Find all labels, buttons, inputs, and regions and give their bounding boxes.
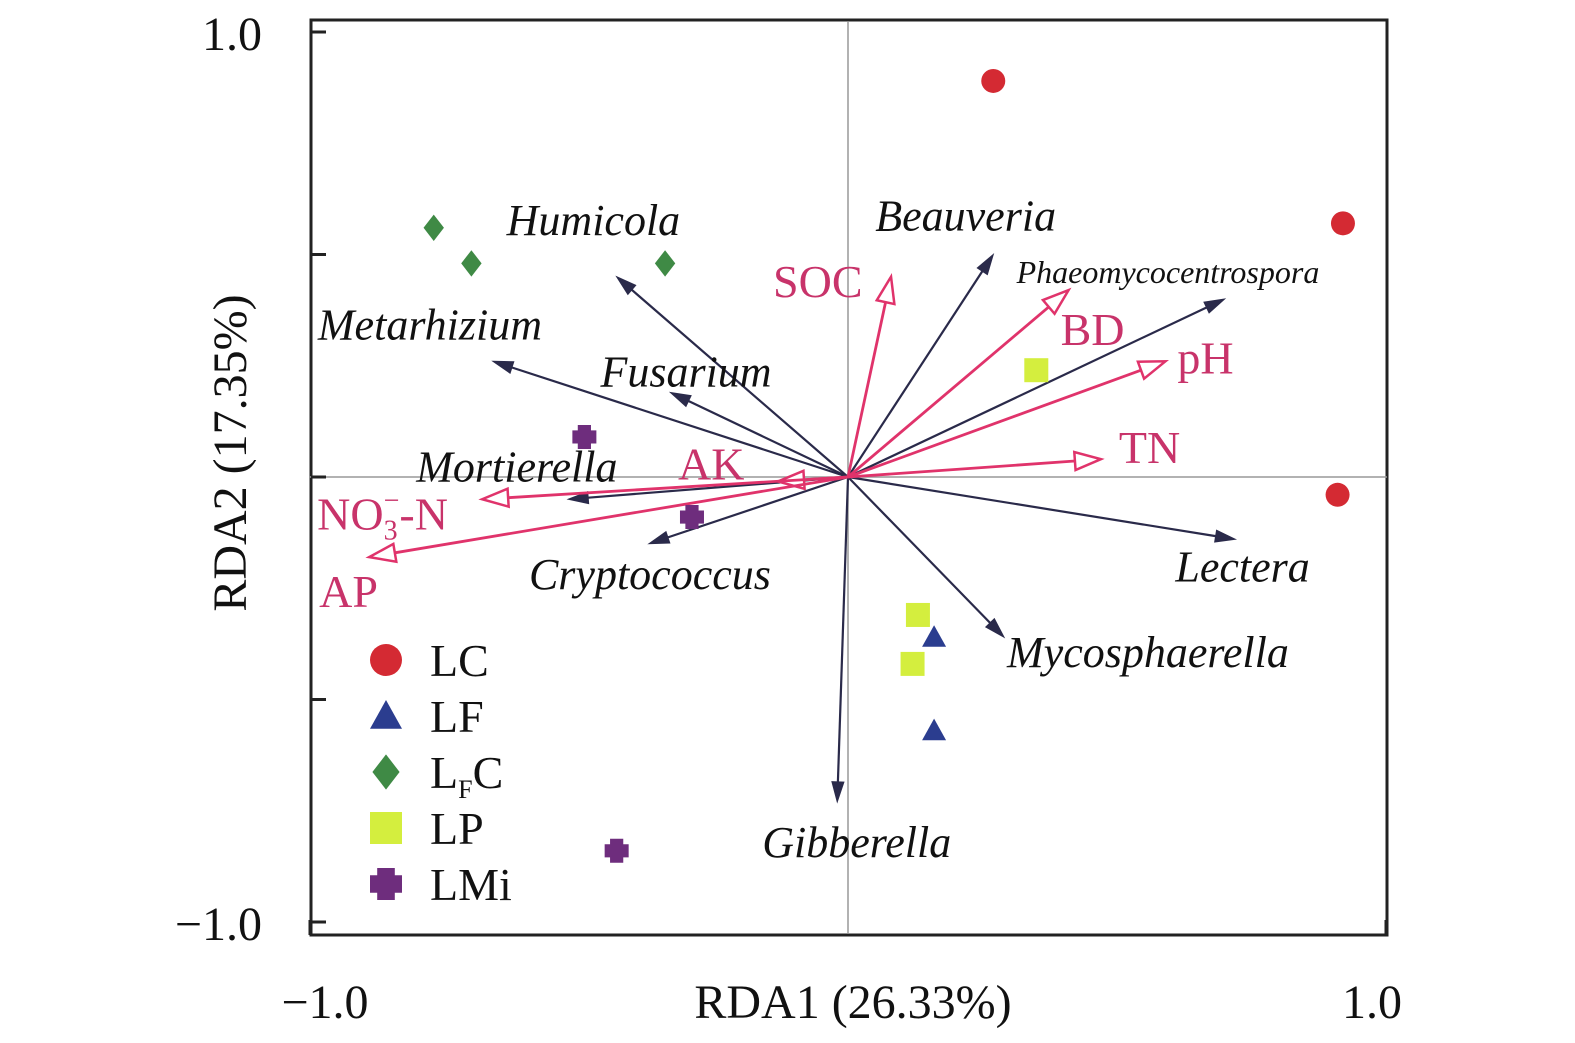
point-lmi-3 (604, 838, 629, 863)
species-arrow-humicola (615, 275, 849, 478)
species-label-gibberella: Gibberella (762, 818, 951, 867)
legend-label-lp: LP (430, 803, 484, 854)
point-lp-2 (905, 602, 930, 627)
species-label-mycosphaerella: Mycosphaerella (1006, 628, 1289, 677)
env-arrow-ap (365, 475, 849, 564)
species-label-cryptococcus: Cryptococcus (529, 550, 771, 599)
sample-points (423, 68, 1355, 863)
point-lp-1 (1024, 358, 1049, 383)
species-arrow-lectera (847, 475, 1238, 543)
species-vectors (491, 253, 1238, 804)
point-lc-2 (1330, 211, 1355, 236)
env-arrow-bd (847, 287, 1072, 479)
species-label-phaeomycocentrospora: Phaeomycocentrospora (1016, 254, 1320, 290)
species-arrow-phaeomycocentrospora (847, 298, 1227, 478)
y-axis-title: RDA2 (17.35%) (204, 294, 257, 611)
point-lf-1 (922, 625, 947, 647)
env-label-ap: AP (319, 566, 378, 617)
species-label-metarhizium: Metarhizium (317, 300, 542, 349)
legend-marker-lfc (372, 754, 400, 790)
point-lf-2 (922, 718, 947, 741)
species-label-lectera: Lectera (1174, 542, 1309, 591)
species-label-humicola: Humicola (506, 196, 681, 245)
axis-ticks (308, 30, 1388, 935)
x-tick-label-right: 1.0 (1342, 976, 1402, 1029)
environment-vectors (365, 273, 1170, 564)
point-lc-3 (1325, 482, 1350, 507)
point-lfc-2 (461, 250, 482, 277)
legend-label-lf: LF (430, 691, 484, 742)
env-label-soc: SOC (773, 256, 862, 307)
species-arrow-metarhizium (491, 360, 849, 479)
point-lp-3 (900, 651, 925, 676)
legend-label-lfc: LFC (430, 747, 503, 804)
species-label-mortierella: Mortierella (415, 442, 617, 491)
vector-labels: SOC BD pH TN AK NO3−-N AP Humicola Metarhizium Fu… (317, 192, 1319, 867)
legend-marker-lc (370, 644, 402, 676)
legend-marker-lf (370, 700, 402, 729)
point-lfc-1 (423, 214, 444, 241)
x-axis-title: RDA1 (26.33%) (694, 976, 1011, 1029)
env-arrow-ph (847, 359, 1170, 479)
env-label-tn: TN (1119, 422, 1180, 473)
env-arrow-no3-n (478, 475, 849, 509)
species-arrow-mycosphaerella (847, 476, 1006, 639)
legend-label-lmi: LMi (430, 859, 512, 910)
legend-marker-lp (370, 812, 402, 844)
env-arrow-tn (847, 450, 1105, 479)
y-tick-label-top: 1.0 (202, 8, 262, 61)
env-label-bd: BD (1061, 304, 1125, 355)
species-arrow-beauveria (847, 253, 995, 478)
point-lfc-3 (654, 250, 676, 277)
species-arrow-gibberella (831, 476, 850, 804)
y-tick-label-bottom: −1.0 (175, 898, 262, 951)
legend-marker-lmi (370, 868, 402, 900)
env-label-ak: AK (678, 438, 744, 489)
env-arrow-soc (846, 273, 896, 478)
point-lmi-1 (572, 424, 597, 449)
species-arrow-fusarium (668, 391, 849, 478)
point-lmi-2 (679, 505, 704, 530)
point-lc-1 (981, 68, 1006, 93)
species-label-beauveria: Beauveria (875, 192, 1056, 241)
x-tick-label-left: −1.0 (281, 976, 368, 1029)
species-label-fusarium: Fusarium (599, 347, 771, 396)
env-label-ph: pH (1177, 332, 1233, 383)
env-label-no3-n: NO3−-N (317, 485, 448, 546)
legend-label-lc: LC (430, 635, 489, 686)
